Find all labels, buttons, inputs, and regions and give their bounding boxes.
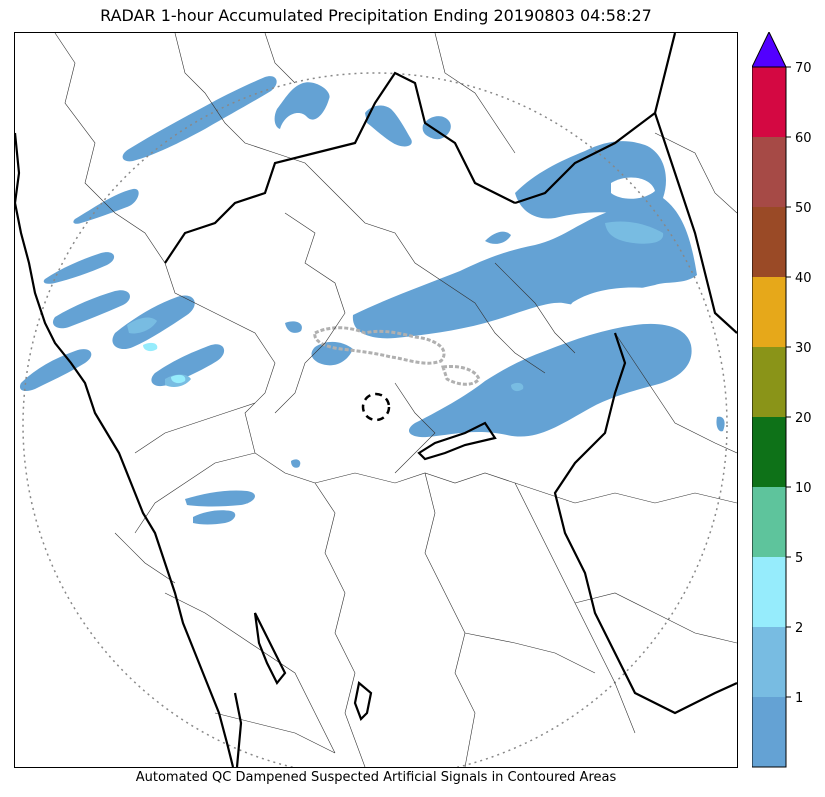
colorbar-band-10-20 <box>752 417 786 487</box>
colorbar-tick-label: 20 <box>795 411 812 426</box>
radar-map <box>14 32 738 768</box>
colorbar-band-2-5 <box>752 557 786 627</box>
coastline <box>15 132 235 767</box>
radar-range-ring <box>22 72 728 767</box>
colorbar-tick-label: 2 <box>795 621 803 636</box>
colorbar-tick-label: 30 <box>795 341 812 356</box>
colorbar-band-30-40 <box>752 277 786 347</box>
colorbar-bands <box>752 67 786 767</box>
colorbar-band-0-1 <box>752 697 786 767</box>
colorbar-tick-label: 70 <box>795 61 812 76</box>
radar-site-marker <box>361 392 391 422</box>
colorbar-tick-label: 1 <box>795 691 803 706</box>
state-boundaries <box>164 33 737 767</box>
colorbar-band-60-70 <box>752 67 786 137</box>
colorbar-canvas: 1 2 5 10 20 30 40 50 60 70 <box>751 30 812 768</box>
qc-caption: Automated QC Dampened Suspected Artifici… <box>135 770 617 785</box>
colorbar-tick-label: 50 <box>795 201 812 216</box>
colorbar-ticks: 1 2 5 10 20 30 40 50 60 70 <box>786 61 812 706</box>
qc-contoured-areas <box>313 326 481 386</box>
colorbar-band-50-60 <box>752 137 786 207</box>
colorbar-band-40-50 <box>752 207 786 277</box>
colorbar-tick-label: 40 <box>795 271 812 286</box>
colorbar-band-20-30 <box>752 347 786 417</box>
radar-map-canvas <box>15 33 737 767</box>
echo-gaps <box>535 177 663 322</box>
district-boundaries <box>54 33 737 767</box>
colorbar-tick-label: 10 <box>795 481 812 496</box>
moderate-precip-echoes <box>143 342 186 384</box>
precipitation-colorbar: 1 2 5 10 20 30 40 50 60 70 <box>751 30 822 772</box>
colorbar-band-1-2 <box>752 627 786 697</box>
colorbar-extend-arrow <box>751 30 787 68</box>
colorbar-tick-label: 5 <box>795 551 803 566</box>
colorbar-band-5-10 <box>752 487 786 557</box>
colorbar-tick-label: 60 <box>795 131 812 146</box>
map-title: RADAR 1-hour Accumulated Precipitation E… <box>100 6 652 25</box>
